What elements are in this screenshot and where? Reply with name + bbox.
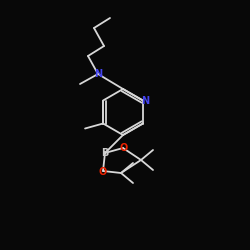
Text: O: O (99, 167, 107, 177)
Text: O: O (120, 143, 128, 153)
Text: B: B (101, 148, 109, 158)
Text: N: N (141, 96, 149, 106)
Text: N: N (94, 69, 102, 79)
